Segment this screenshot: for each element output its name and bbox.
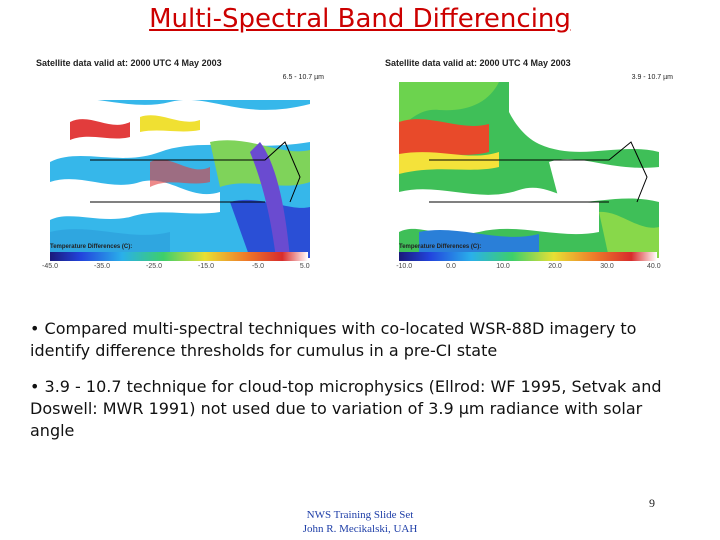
right-colorbar-ticks: -10.0 0.0 10.0 20.0 30.0 40.0 bbox=[396, 263, 661, 273]
footer-line: NWS Training Slide Set bbox=[306, 509, 414, 521]
left-band-label: 6.5 - 10.7 µm bbox=[282, 74, 324, 81]
left-tick: -45.0 bbox=[42, 263, 58, 270]
bullet-text: • Compared multi-spectral techniques wit… bbox=[30, 319, 637, 360]
right-tick: 0.0 bbox=[446, 263, 456, 270]
left-tick: 5.0 bbox=[299, 263, 310, 270]
left-tick: -5.0 bbox=[251, 263, 265, 270]
left-satellite-image bbox=[50, 82, 310, 258]
left-colorbar bbox=[50, 252, 308, 261]
right-satellite-image bbox=[399, 82, 659, 258]
right-satellite-panel: Satellite data valid at: 2000 UTC 4 May … bbox=[383, 56, 673, 278]
left-tick: -25.0 bbox=[146, 263, 162, 270]
right-colorbar bbox=[399, 252, 657, 261]
left-tick: -15.0 bbox=[198, 263, 214, 270]
right-tick: 30.0 bbox=[600, 263, 614, 270]
left-colorbar-label: Temperature Differences (C): bbox=[50, 244, 133, 250]
right-tick: 20.0 bbox=[548, 263, 562, 270]
left-colorbar-ticks: -45.0 -35.0 -25.0 -15.0 -5.0 5.0 bbox=[42, 263, 310, 273]
left-panel-header: Satellite data valid at: 2000 UTC 4 May … bbox=[36, 58, 222, 68]
right-colorbar-label: Temperature Differences (C): bbox=[399, 244, 482, 250]
right-panel-header: Satellite data valid at: 2000 UTC 4 May … bbox=[385, 58, 571, 68]
left-tick: -35.0 bbox=[94, 263, 110, 270]
right-tick: 10.0 bbox=[496, 263, 510, 270]
footer-credit: NWS Training Slide Set John R. Mecikalsk… bbox=[0, 508, 720, 536]
slide-title: Multi-Spectral Band Differencing bbox=[149, 4, 571, 34]
right-tick: 40.0 bbox=[646, 263, 661, 270]
right-band-label: 3.9 - 10.7 µm bbox=[631, 74, 673, 81]
left-satellite-panel: Satellite data valid at: 2000 UTC 4 May … bbox=[34, 56, 324, 278]
bullet-text: • 3.9 - 10.7 technique for cloud-top mic… bbox=[30, 377, 662, 440]
right-tick: -10.0 bbox=[396, 263, 413, 270]
page-number: 9 bbox=[649, 496, 655, 510]
footer-line: John R. Mecikalski, UAH bbox=[302, 523, 418, 535]
